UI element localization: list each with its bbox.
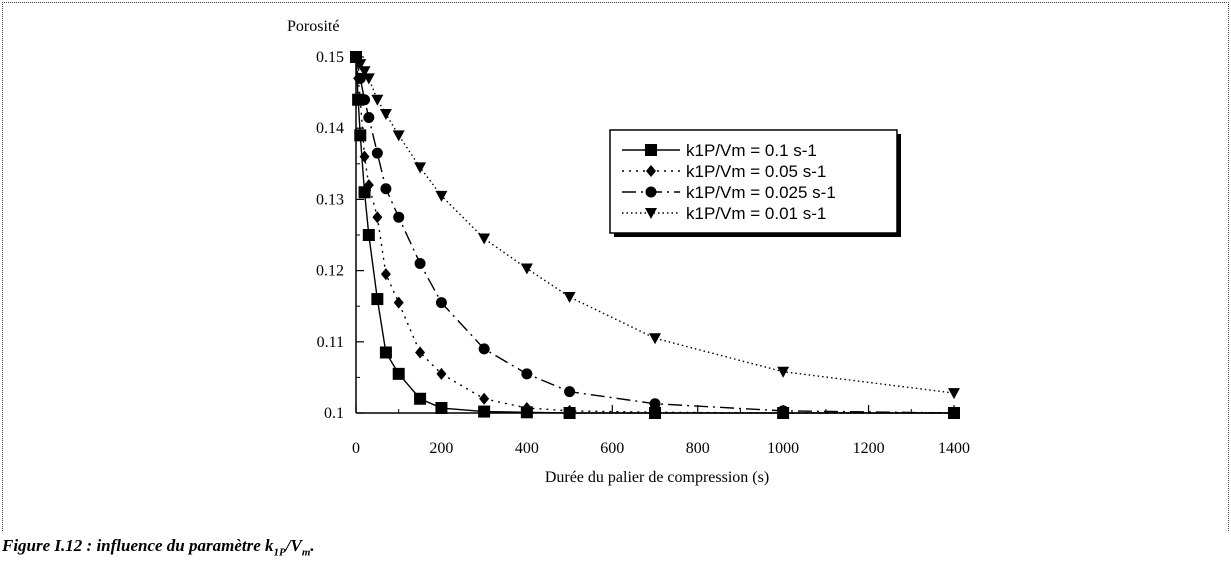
data-point-triangle-down (563, 291, 576, 303)
data-point-circle (777, 405, 789, 417)
legend-entry-label: k1P/Vm = 0.025 s-1 (686, 183, 836, 202)
data-point-circle (359, 94, 371, 106)
data-point-circle (393, 211, 405, 223)
data-point-diamond (393, 296, 404, 309)
legend-entry-label: k1P/Vm = 0.01 s-1 (686, 204, 826, 223)
x-axis-label: Durée du palier de compression (s) (545, 469, 769, 486)
data-point-triangle-down (358, 66, 371, 78)
chart: 0 200 400 600 800 1000 1200 1400 0.1 0.11 0.12 0.13… (287, 18, 970, 486)
data-point-diamond (564, 404, 575, 417)
data-point-triangle-down (649, 333, 661, 345)
data-point-triangle-down (379, 108, 392, 120)
data-point-diamond (479, 392, 490, 405)
data-point-triangle-down (948, 388, 960, 400)
x-tick-label: 1200 (853, 440, 885, 457)
data-point-diamond (359, 150, 370, 163)
data-point-circle (649, 398, 661, 410)
data-point-triangle-down (520, 263, 533, 275)
legend-box (609, 129, 898, 234)
data-point-triangle-down (392, 130, 405, 142)
figure-frame (2, 2, 1229, 531)
data-point-square (379, 346, 392, 359)
y-tick-label: 0.14 (316, 120, 344, 137)
figure-caption: Figure I.12 : influence du paramètre k1P… (2, 536, 315, 558)
y-axis-label: Porosité (287, 18, 339, 35)
data-point-diamond (646, 165, 656, 177)
data-point-diamond (380, 268, 391, 281)
data-point-circle (521, 368, 533, 380)
x-tick-label: 200 (429, 440, 453, 457)
data-point-triangle-down (478, 233, 491, 245)
data-point-square (371, 293, 384, 306)
data-point-square (362, 229, 375, 241)
data-point-diamond (436, 367, 447, 380)
caption-sub-1p: 1P (273, 546, 286, 559)
caption-prefix: Figure I.12 : influence du paramètre k (2, 536, 274, 555)
x-tick-label: 800 (686, 440, 710, 457)
legend-entry-label: k1P/Vm = 0.1 s-1 (686, 141, 817, 160)
x-tick-label: 0 (352, 440, 360, 457)
caption-sub-m: m (301, 546, 311, 559)
data-point-circle (371, 147, 383, 159)
y-tick-label: 0.1 (324, 405, 344, 422)
data-point-square (392, 367, 405, 380)
series-line (355, 56, 954, 414)
data-point-circle (435, 297, 447, 309)
data-point-circle (380, 183, 392, 195)
data-point-triangle-down (350, 52, 362, 63)
data-point-triangle-down (777, 366, 790, 378)
y-tick-label: 0.13 (316, 191, 344, 208)
data-point-diamond (363, 179, 374, 192)
caption-mid: /V (285, 536, 302, 555)
data-point-triangle-down (414, 162, 427, 174)
x-tick-label: 400 (515, 440, 539, 457)
x-tick-label: 1000 (767, 440, 799, 457)
y-tick-label: 0.15 (316, 49, 344, 66)
caption-suffix: . (310, 536, 315, 555)
data-point-triangle-down (371, 94, 384, 106)
data-point-square (478, 405, 491, 418)
data-point-circle (564, 386, 576, 398)
data-point-circle (948, 407, 960, 419)
y-tick-label: 0.12 (316, 263, 344, 280)
data-point-diamond (650, 406, 660, 419)
data-point-circle (645, 186, 657, 198)
series-3 (350, 51, 960, 419)
data-point-square (645, 144, 657, 156)
data-point-triangle-down (435, 190, 448, 202)
y-tick-label: 0.11 (317, 334, 344, 351)
legend: k1P/Vm = 0.1 s-1 k1P/Vm = 0.05 s-1 k1P/Vm … (609, 129, 898, 234)
data-point-circle (478, 343, 490, 355)
x-tick-label: 600 (600, 440, 624, 457)
data-point-square (435, 402, 448, 415)
data-point-triangle-down (354, 59, 367, 71)
legend-entry-label: k1P/Vm = 0.05 s-1 (686, 162, 826, 181)
data-point-diamond (372, 211, 383, 224)
data-point-circle (363, 112, 375, 124)
x-tick-label: 1400 (938, 440, 970, 457)
data-point-diamond (521, 402, 532, 415)
data-point-diamond (415, 346, 426, 359)
data-point-square (414, 392, 427, 405)
data-point-circle (354, 72, 366, 84)
series-4 (350, 52, 960, 400)
data-point-square (354, 129, 367, 142)
data-point-triangle-down (362, 73, 375, 85)
data-point-circle (414, 257, 426, 269)
plot-area: 0 200 400 600 800 1000 1200 1400 0.1 0.11 0.12 0.13… (316, 49, 970, 457)
data-point-triangle-down (645, 208, 657, 219)
series-line (355, 56, 954, 414)
